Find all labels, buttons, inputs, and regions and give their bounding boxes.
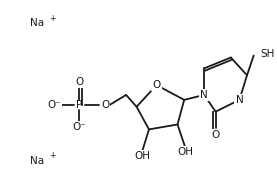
Text: +: + bbox=[49, 14, 55, 23]
Text: O: O bbox=[211, 130, 220, 140]
Text: O: O bbox=[101, 100, 109, 110]
Text: Na: Na bbox=[30, 156, 44, 166]
Text: OH: OH bbox=[134, 151, 150, 161]
Text: P: P bbox=[76, 100, 83, 110]
Text: O⁻: O⁻ bbox=[73, 122, 86, 132]
Text: O: O bbox=[152, 80, 161, 90]
Text: N: N bbox=[200, 90, 208, 100]
Text: Na: Na bbox=[30, 18, 44, 28]
Text: N: N bbox=[235, 95, 243, 105]
Text: OH: OH bbox=[177, 147, 193, 157]
Text: SH: SH bbox=[260, 49, 275, 59]
Text: O⁻: O⁻ bbox=[47, 100, 61, 110]
Text: O: O bbox=[75, 77, 84, 87]
Text: +: + bbox=[49, 151, 55, 161]
